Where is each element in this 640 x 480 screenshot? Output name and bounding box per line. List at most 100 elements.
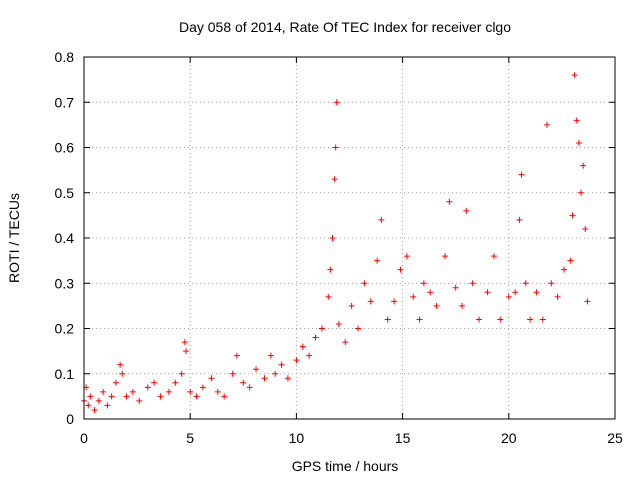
data-point [374, 257, 381, 264]
data-point [497, 316, 504, 323]
data-point [427, 289, 434, 296]
data-point [157, 393, 164, 400]
data-point [571, 72, 578, 79]
data-point [397, 266, 404, 273]
data-point [331, 176, 338, 183]
data-point [403, 253, 410, 260]
data-point [182, 348, 189, 355]
y-tick-label: 0.3 [55, 275, 75, 291]
data-point [87, 393, 94, 400]
data-point [208, 375, 215, 382]
data-point [100, 388, 107, 395]
data-point [569, 212, 576, 219]
data-point [327, 266, 334, 273]
data-point [476, 316, 483, 323]
chart-title: Day 058 of 2014, Rate Of TEC Index for r… [179, 19, 511, 35]
data-point [333, 99, 340, 106]
data-point [582, 225, 589, 232]
y-tick-label: 0.1 [55, 366, 75, 382]
y-tick-label: 0 [66, 411, 74, 427]
y-tick-label: 0.5 [55, 185, 75, 201]
data-point [516, 216, 523, 223]
data-points [81, 72, 591, 413]
data-point [518, 171, 525, 178]
data-point [484, 289, 491, 296]
y-axis-label: ROTI / TECUs [6, 193, 22, 283]
y-tick-label: 0.4 [55, 230, 75, 246]
x-tick-label: 15 [395, 430, 411, 446]
data-point [187, 388, 194, 395]
data-point [284, 375, 291, 382]
data-point [575, 139, 582, 146]
data-point [567, 257, 574, 264]
x-tick-label: 25 [607, 430, 623, 446]
y-tick-label: 0.2 [55, 321, 75, 337]
data-point [178, 370, 185, 377]
data-point [172, 379, 179, 386]
y-tick-label: 0.6 [55, 140, 75, 156]
data-point [527, 316, 534, 323]
data-point [361, 280, 368, 287]
data-point [490, 253, 497, 260]
x-tick-label: 20 [501, 430, 517, 446]
y-tick-label: 0.7 [55, 94, 75, 110]
data-point [410, 293, 417, 300]
x-tick-label: 0 [80, 430, 88, 446]
x-tick-label: 10 [289, 430, 305, 446]
x-tick-label: 5 [186, 430, 194, 446]
data-point [342, 339, 349, 346]
data-point [199, 384, 206, 391]
data-point [91, 406, 98, 413]
data-point [253, 366, 260, 373]
data-point [272, 370, 279, 377]
data-point [384, 316, 391, 323]
data-point [522, 280, 529, 287]
data-point [129, 388, 136, 395]
data-point [293, 357, 300, 364]
data-point [533, 289, 540, 296]
data-point [136, 397, 143, 404]
axis-tick-labels: 0 5 10 15 20 25 0 0.1 0.2 0.3 0.4 0.5 0.6 0.7 0.8 [55, 49, 623, 446]
data-point [578, 189, 585, 196]
x-axis-label: GPS time / hours [292, 458, 399, 474]
data-point [416, 316, 423, 323]
data-point [267, 352, 274, 359]
plot-frame [83, 56, 616, 420]
data-point [85, 402, 92, 409]
data-point [181, 339, 188, 346]
data-point [452, 284, 459, 291]
data-point [420, 280, 427, 287]
data-point [548, 280, 555, 287]
data-point [144, 384, 151, 391]
data-point [261, 375, 268, 382]
data-point [193, 393, 200, 400]
data-point [325, 293, 332, 300]
grid-lines [84, 57, 615, 419]
data-point [306, 352, 313, 359]
data-point [463, 207, 470, 214]
data-point [332, 144, 339, 151]
data-point [391, 298, 398, 305]
data-point [214, 388, 221, 395]
data-point [240, 379, 247, 386]
data-point [299, 343, 306, 350]
data-point [95, 397, 102, 404]
data-point [512, 289, 519, 296]
data-point [469, 280, 476, 287]
data-point [459, 302, 466, 309]
data-point [544, 121, 551, 128]
data-point [367, 298, 374, 305]
data-point [165, 388, 172, 395]
data-point [446, 198, 453, 205]
data-point [580, 162, 587, 169]
data-point [151, 379, 158, 386]
data-point [433, 302, 440, 309]
data-point [318, 325, 325, 332]
data-point [584, 298, 591, 305]
data-point [348, 302, 355, 309]
data-point [246, 384, 253, 391]
data-point [505, 293, 512, 300]
data-point [108, 393, 115, 400]
data-point [378, 216, 385, 223]
